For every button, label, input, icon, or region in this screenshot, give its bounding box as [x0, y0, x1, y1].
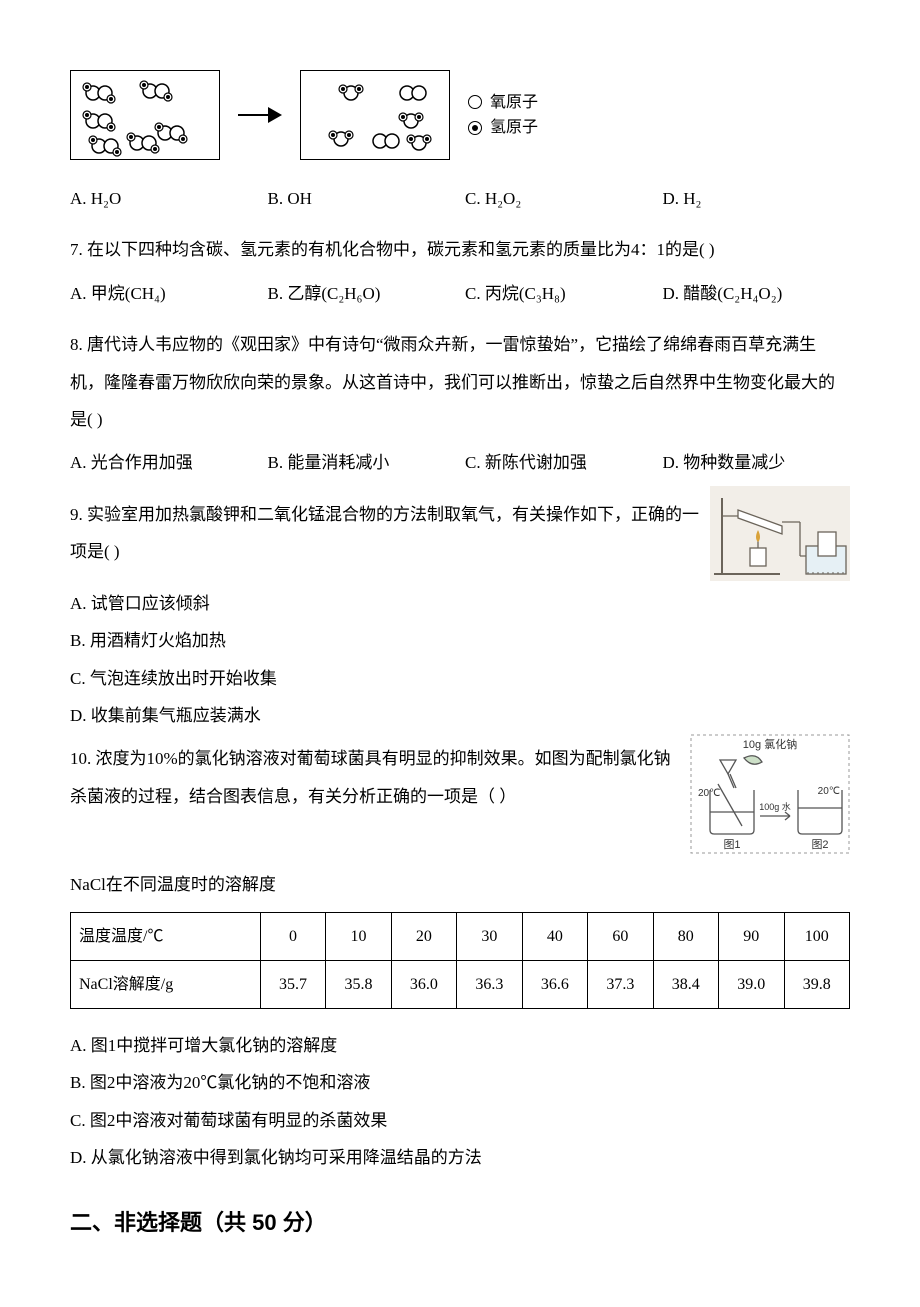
q8-d: 物种数量减少 [683, 453, 785, 472]
q10-experiment-figure: 10g 氯化钠 20℃ 100g 水 20℃ 图1 图2 [690, 734, 850, 854]
q10-b: 图2中溶液为20℃氯化钠的不饱和溶液 [90, 1073, 371, 1092]
q6-a: H₂O [91, 189, 121, 208]
legend-oxygen: 氧原子 [490, 93, 538, 112]
q9-a: 试管口应该倾斜 [91, 594, 210, 613]
q7-stem: 7. 在以下四种均含碳、氢元素的有机化合物中，碳元素和氢元素的质量比为4：1的是… [70, 231, 850, 268]
table-cell: 36.0 [391, 960, 456, 1008]
q8-c-label: C. [465, 453, 481, 472]
oxygen-atom-icon [468, 95, 482, 109]
q6-options: A. H₂O B. OH C. H₂O₂ D. H₂ [70, 180, 850, 217]
table-cell: 39.0 [719, 960, 784, 1008]
q6-legend: 氧原子 氢原子 [468, 93, 538, 137]
table-cell: 30 [457, 912, 522, 960]
q7-b-label: B. [268, 284, 284, 303]
q10-d: 从氯化钠溶液中得到氯化钠均可采用降温结晶的方法 [91, 1148, 482, 1167]
table-cell: 35.8 [326, 960, 391, 1008]
q6-a-label: A. [70, 189, 87, 208]
q8-stem: 8. 唐代诗人韦应物的《观田家》中有诗句“微雨众卉新，一雷惊蛰始”，它描绘了绵绵… [70, 326, 850, 438]
table-temp-header: 温度温度/℃ [71, 912, 261, 960]
q6-right-box [300, 70, 450, 160]
q6-d-label: D. [663, 189, 680, 208]
q9-b-label: B. [70, 631, 86, 650]
q10-table-title: NaCl在不同温度时的溶解度 [70, 866, 850, 903]
q6-left-box [70, 70, 220, 160]
table-cell: 37.3 [588, 960, 653, 1008]
table-cell: 20 [391, 912, 456, 960]
q10-c: 图2中溶液对葡萄球菌有明显的杀菌效果 [90, 1111, 388, 1130]
arrow-icon [268, 107, 282, 123]
svg-text:20℃: 20℃ [698, 788, 720, 799]
q7-options: A. 甲烷(CH₄) B. 乙醇(C₂H₆O) C. 丙烷(C₃H₈) D. 醋… [70, 275, 850, 312]
table-cell: 80 [653, 912, 718, 960]
section-2-heading: 二、非选择题（共 50 分） [70, 1199, 850, 1247]
q9-d: 收集前集气瓶应装满水 [91, 706, 261, 725]
q6-d: H₂ [683, 189, 701, 208]
q8-c: 新陈代谢加强 [485, 453, 587, 472]
table-cell: 90 [719, 912, 784, 960]
q8-options: A. 光合作用加强 B. 能量消耗减小 C. 新陈代谢加强 D. 物种数量减少 [70, 444, 850, 481]
table-cell: 0 [260, 912, 325, 960]
q9-b: 用酒精灯火焰加热 [90, 631, 226, 650]
svg-text:10g 氯化钠: 10g 氯化钠 [743, 737, 797, 751]
q9-options: A. 试管口应该倾斜 B. 用酒精灯火焰加热 C. 气泡连续放出时开始收集 D.… [70, 585, 850, 735]
q10-c-label: C. [70, 1111, 86, 1130]
q9-c: 气泡连续放出时开始收集 [90, 669, 277, 688]
q9-apparatus-figure [710, 486, 850, 581]
q10-options: A. 图1中搅拌可增大氯化钠的溶解度 B. 图2中溶液为20℃氯化钠的不饱和溶液… [70, 1027, 850, 1177]
q6-c-label: C. [465, 189, 481, 208]
q8-b-label: B. [268, 453, 284, 472]
table-cell: 39.8 [784, 960, 850, 1008]
table-cell: 38.4 [653, 960, 718, 1008]
q10-solubility-table: 温度温度/℃010203040608090100 NaCl溶解度/g35.735… [70, 912, 850, 1009]
q9-a-label: A. [70, 594, 87, 613]
q8-b: 能量消耗减小 [287, 453, 389, 472]
q6-c: H₂O₂ [485, 189, 521, 208]
q6-diagram: 氧原子 氢原子 [70, 70, 850, 160]
q7-a: 甲烷(CH₄) [91, 284, 166, 303]
table-cell: 35.7 [260, 960, 325, 1008]
q8-a-label: A. [70, 453, 87, 472]
q7-d-label: D. [663, 284, 680, 303]
table-cell: 60 [588, 912, 653, 960]
svg-text:20℃: 20℃ [818, 786, 840, 797]
table-cell: 36.3 [457, 960, 522, 1008]
q7-c-label: C. [465, 284, 481, 303]
table-row-label: NaCl溶解度/g [71, 960, 261, 1008]
q7-c: 丙烷(C₃H₈) [485, 284, 566, 303]
table-cell: 40 [522, 912, 587, 960]
q6-b-label: B. [268, 189, 284, 208]
q8-a: 光合作用加强 [91, 453, 193, 472]
q8-d-label: D. [663, 453, 680, 472]
table-cell: 10 [326, 912, 391, 960]
q7-b: 乙醇(C₂H₆O) [287, 284, 380, 303]
q7-d: 醋酸(C₂H₄O₂) [683, 284, 782, 303]
table-cell: 36.6 [522, 960, 587, 1008]
q9-d-label: D. [70, 706, 87, 725]
q7-a-label: A. [70, 284, 87, 303]
q10-d-label: D. [70, 1148, 87, 1167]
q10-b-label: B. [70, 1073, 86, 1092]
q10-a: 图1中搅拌可增大氯化钠的溶解度 [91, 1036, 338, 1055]
svg-text:图1: 图1 [723, 838, 740, 851]
svg-text:100g 水: 100g 水 [759, 801, 791, 812]
q10-a-label: A. [70, 1036, 87, 1055]
hydrogen-atom-icon [468, 121, 482, 135]
q9-c-label: C. [70, 669, 86, 688]
svg-text:图2: 图2 [811, 838, 828, 851]
legend-hydrogen: 氢原子 [490, 118, 538, 137]
q6-b: OH [287, 189, 312, 208]
table-cell: 100 [784, 912, 850, 960]
